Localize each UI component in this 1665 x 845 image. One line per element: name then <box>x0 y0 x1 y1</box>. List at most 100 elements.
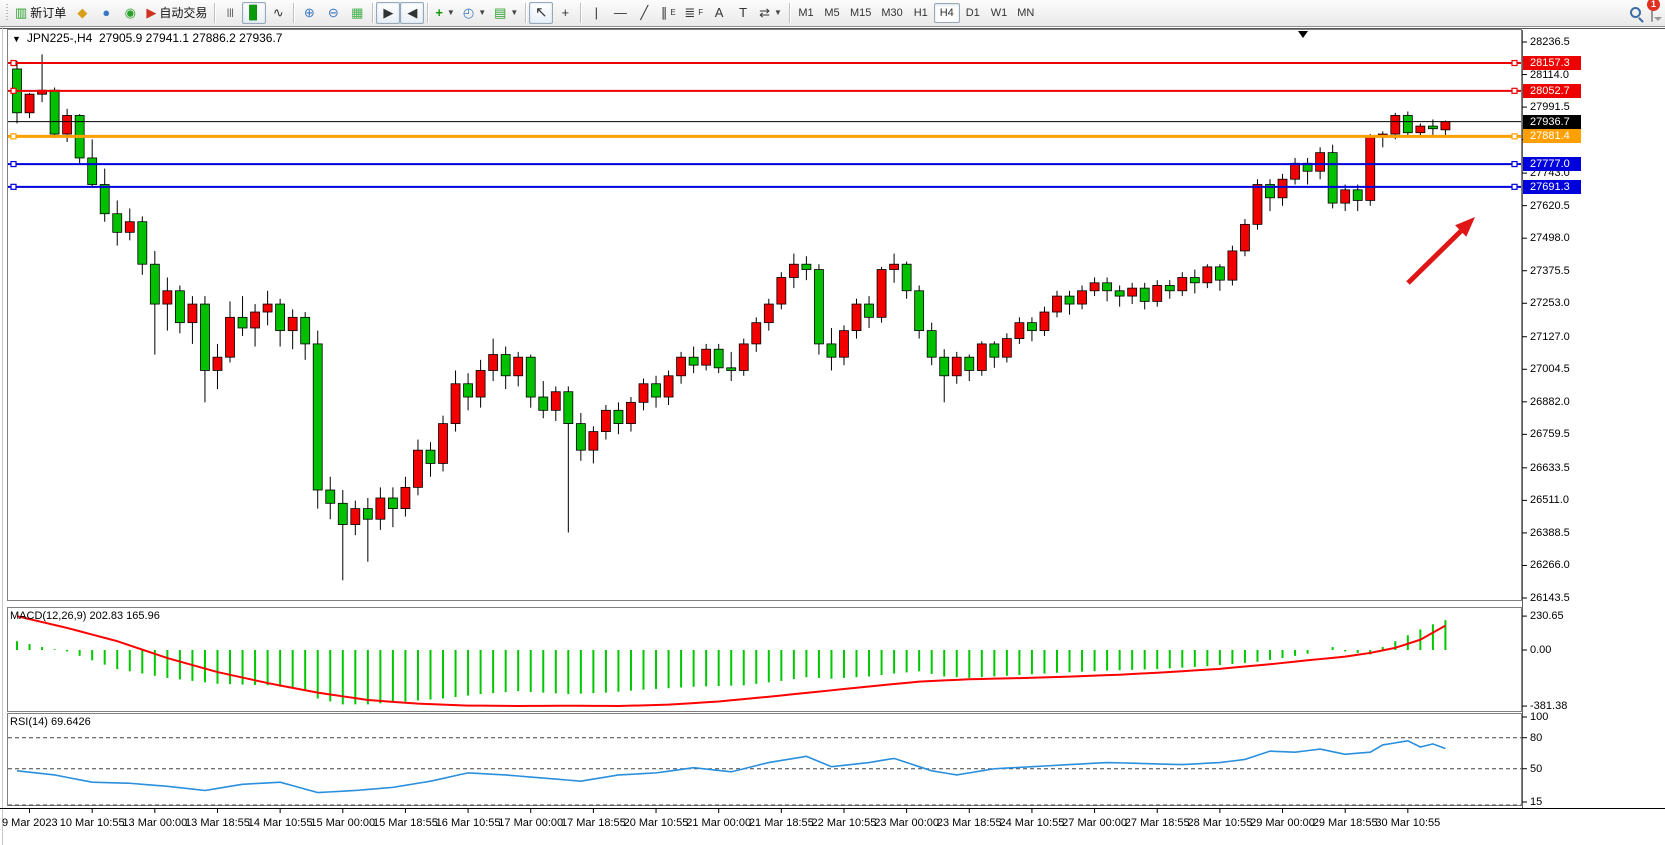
timeframe-h1-button[interactable]: H1 <box>913 6 928 19</box>
fibonacci-tool-button[interactable]: ≣ F <box>680 2 707 24</box>
horizontal-line-27777.0[interactable] <box>8 160 1521 168</box>
price-tick-label: 28236.5 <box>1530 36 1570 48</box>
macd-histogram <box>16 620 1447 705</box>
metaeditor-button[interactable]: ◆ <box>70 2 94 24</box>
notifications-button[interactable]: 1 <box>1647 0 1660 22</box>
tile-windows-button[interactable]: ▦ <box>345 2 369 24</box>
price-tick-label: 27127.0 <box>1530 330 1570 343</box>
text-tool-button[interactable]: A <box>707 2 731 24</box>
auto-scroll-button[interactable]: ▶ <box>376 1 401 24</box>
price-line-badge: 28157.3 <box>1523 56 1581 71</box>
price-tick-label: 27375.5 <box>1530 264 1570 277</box>
toolbar-separator <box>293 2 295 23</box>
horizontal-line-28157.3[interactable] <box>8 59 1521 67</box>
trend-arrow-annotation[interactable] <box>1406 217 1475 285</box>
macd-axis-label: -381.38 <box>1530 700 1568 713</box>
zoom-in-button[interactable]: ⊕ <box>297 2 321 24</box>
channel-tool-button[interactable]: ∥ E <box>656 2 680 24</box>
timeframe-m5-button[interactable]: M5 <box>824 6 840 19</box>
periods-button[interactable]: ◴ ▼ <box>459 2 490 24</box>
toolbar-grip[interactable] <box>4 3 9 22</box>
zoom-out-button[interactable]: ⊖ <box>321 2 345 24</box>
time-axis-label: 24 Mar 10:55 <box>999 817 1065 829</box>
price-tick-label: 26759.5 <box>1530 428 1570 441</box>
horizontal-line-27691.3[interactable] <box>8 183 1521 190</box>
trendline-tool-button[interactable]: ╱ <box>632 2 656 24</box>
timeframe-mn-button[interactable]: MN <box>1017 6 1035 19</box>
rsi-axis-label: 80 <box>1530 731 1543 744</box>
community-button[interactable]: ● <box>94 2 118 24</box>
text-tool-icon: A <box>714 5 724 20</box>
search-icon[interactable] <box>1630 7 1641 18</box>
chart-canvas[interactable] <box>0 27 1665 845</box>
auto-trading-icon: ▶ <box>146 5 157 20</box>
signals-button[interactable]: ◉ <box>118 2 142 24</box>
metaeditor-icon: ◆ <box>77 5 88 20</box>
time-axis-label: 23 Mar 00:00 <box>874 817 940 829</box>
time-axis-label: 21 Mar 00:00 <box>686 817 752 829</box>
time-axis-label: 29 Mar 18:55 <box>1312 817 1378 829</box>
templates-button[interactable]: ▤ ▼ <box>490 2 522 24</box>
scroll-marker-icon[interactable] <box>1298 31 1308 38</box>
toolbar-separator <box>580 2 582 23</box>
zoom-out-icon: ⊖ <box>327 5 339 20</box>
price-tick-label: 26882.0 <box>1530 395 1570 408</box>
time-axis-label: 14 Mar 10:55 <box>247 817 313 829</box>
toolbar-separator <box>372 2 374 23</box>
time-axis-label: 27 Mar 18:55 <box>1124 817 1190 829</box>
timeframe-m30-button[interactable]: M30 <box>881 6 903 19</box>
price-tick-label: 26143.5 <box>1530 592 1570 604</box>
rsi-axis-label: 100 <box>1530 711 1549 723</box>
price-tick-label: 28114.0 <box>1530 68 1569 81</box>
new-order-label: 新订单 <box>30 6 67 20</box>
text-label-tool-icon: T <box>739 5 748 20</box>
chart-shift-icon: ◀ <box>407 5 418 20</box>
time-axis-label: 17 Mar 00:00 <box>498 817 564 829</box>
price-tick-label: 26266.0 <box>1530 559 1570 572</box>
candlestick-button[interactable]: ▊ <box>242 1 267 24</box>
new-order-icon: ▥ <box>15 5 28 20</box>
chevron-down-icon: ▼ <box>510 8 519 17</box>
price-line-badge: 27936.7 <box>1523 114 1581 129</box>
cursor-tool-button[interactable]: ↖ <box>529 1 554 24</box>
price-line-badge: 27881.4 <box>1523 129 1581 144</box>
price-tick-label: 27991.5 <box>1530 101 1570 114</box>
macd-indicator-label: MACD(12,26,9) 202.83 165.96 <box>10 610 160 622</box>
periods-icon: ◴ <box>462 5 475 20</box>
timeframe-m1-button[interactable]: M1 <box>798 6 814 19</box>
indicators-button[interactable]: + ▼ <box>431 2 459 24</box>
chat-bubble-icon <box>1651 2 1653 22</box>
auto-trading-label: 自动交易 <box>159 6 208 20</box>
vertical-line-tool-icon: | <box>594 5 599 20</box>
timeframe-d1-button[interactable]: D1 <box>965 6 980 19</box>
timeframe-w1-button[interactable]: W1 <box>990 6 1008 19</box>
line-chart-icon: ∿ <box>272 5 284 20</box>
time-axis-label: 21 Mar 18:55 <box>748 817 814 829</box>
bar-chart-button[interactable]: ||| <box>218 2 242 24</box>
title-collapse-icon[interactable]: ▼ <box>12 34 21 44</box>
time-axis-label: 29 Mar 00:00 <box>1250 817 1315 829</box>
text-label-tool-button[interactable]: T <box>731 2 755 24</box>
line-chart-button[interactable]: ∿ <box>266 2 290 24</box>
tool-sub-letter: F <box>698 8 704 17</box>
tool-sub-letter: E <box>670 8 676 17</box>
price-tick-label: 26388.5 <box>1530 526 1570 539</box>
crosshair-tool-button[interactable]: + <box>553 2 577 24</box>
horizontal-line-27881.4[interactable] <box>8 133 1521 140</box>
time-axis-label: 20 Mar 10:55 <box>623 817 689 829</box>
new-order-button[interactable]: ▥ 新订单 <box>11 2 70 24</box>
horizontal-line-tool-button[interactable]: — <box>608 2 632 24</box>
timeframe-h4-button[interactable]: H4 <box>933 2 960 23</box>
arrows-tool-button[interactable]: ⇄ ▼ <box>755 2 786 24</box>
rsi-line <box>16 739 1446 794</box>
auto-trading-button[interactable]: ▶ 自动交易 <box>142 2 211 24</box>
price-line-badge: 28052.7 <box>1523 83 1581 98</box>
timeframe-m15-button[interactable]: M15 <box>849 6 872 19</box>
vertical-line-tool-button[interactable]: | <box>584 2 608 24</box>
candlestick-series <box>12 54 1451 581</box>
time-axis-label: 15 Mar 00:00 <box>310 817 376 829</box>
toolbar-separator <box>214 2 216 23</box>
chart-shift-button[interactable]: ◀ <box>400 1 425 24</box>
horizontal-line-28052.7[interactable] <box>8 87 1521 94</box>
price-tick-label: 26633.5 <box>1530 461 1570 474</box>
